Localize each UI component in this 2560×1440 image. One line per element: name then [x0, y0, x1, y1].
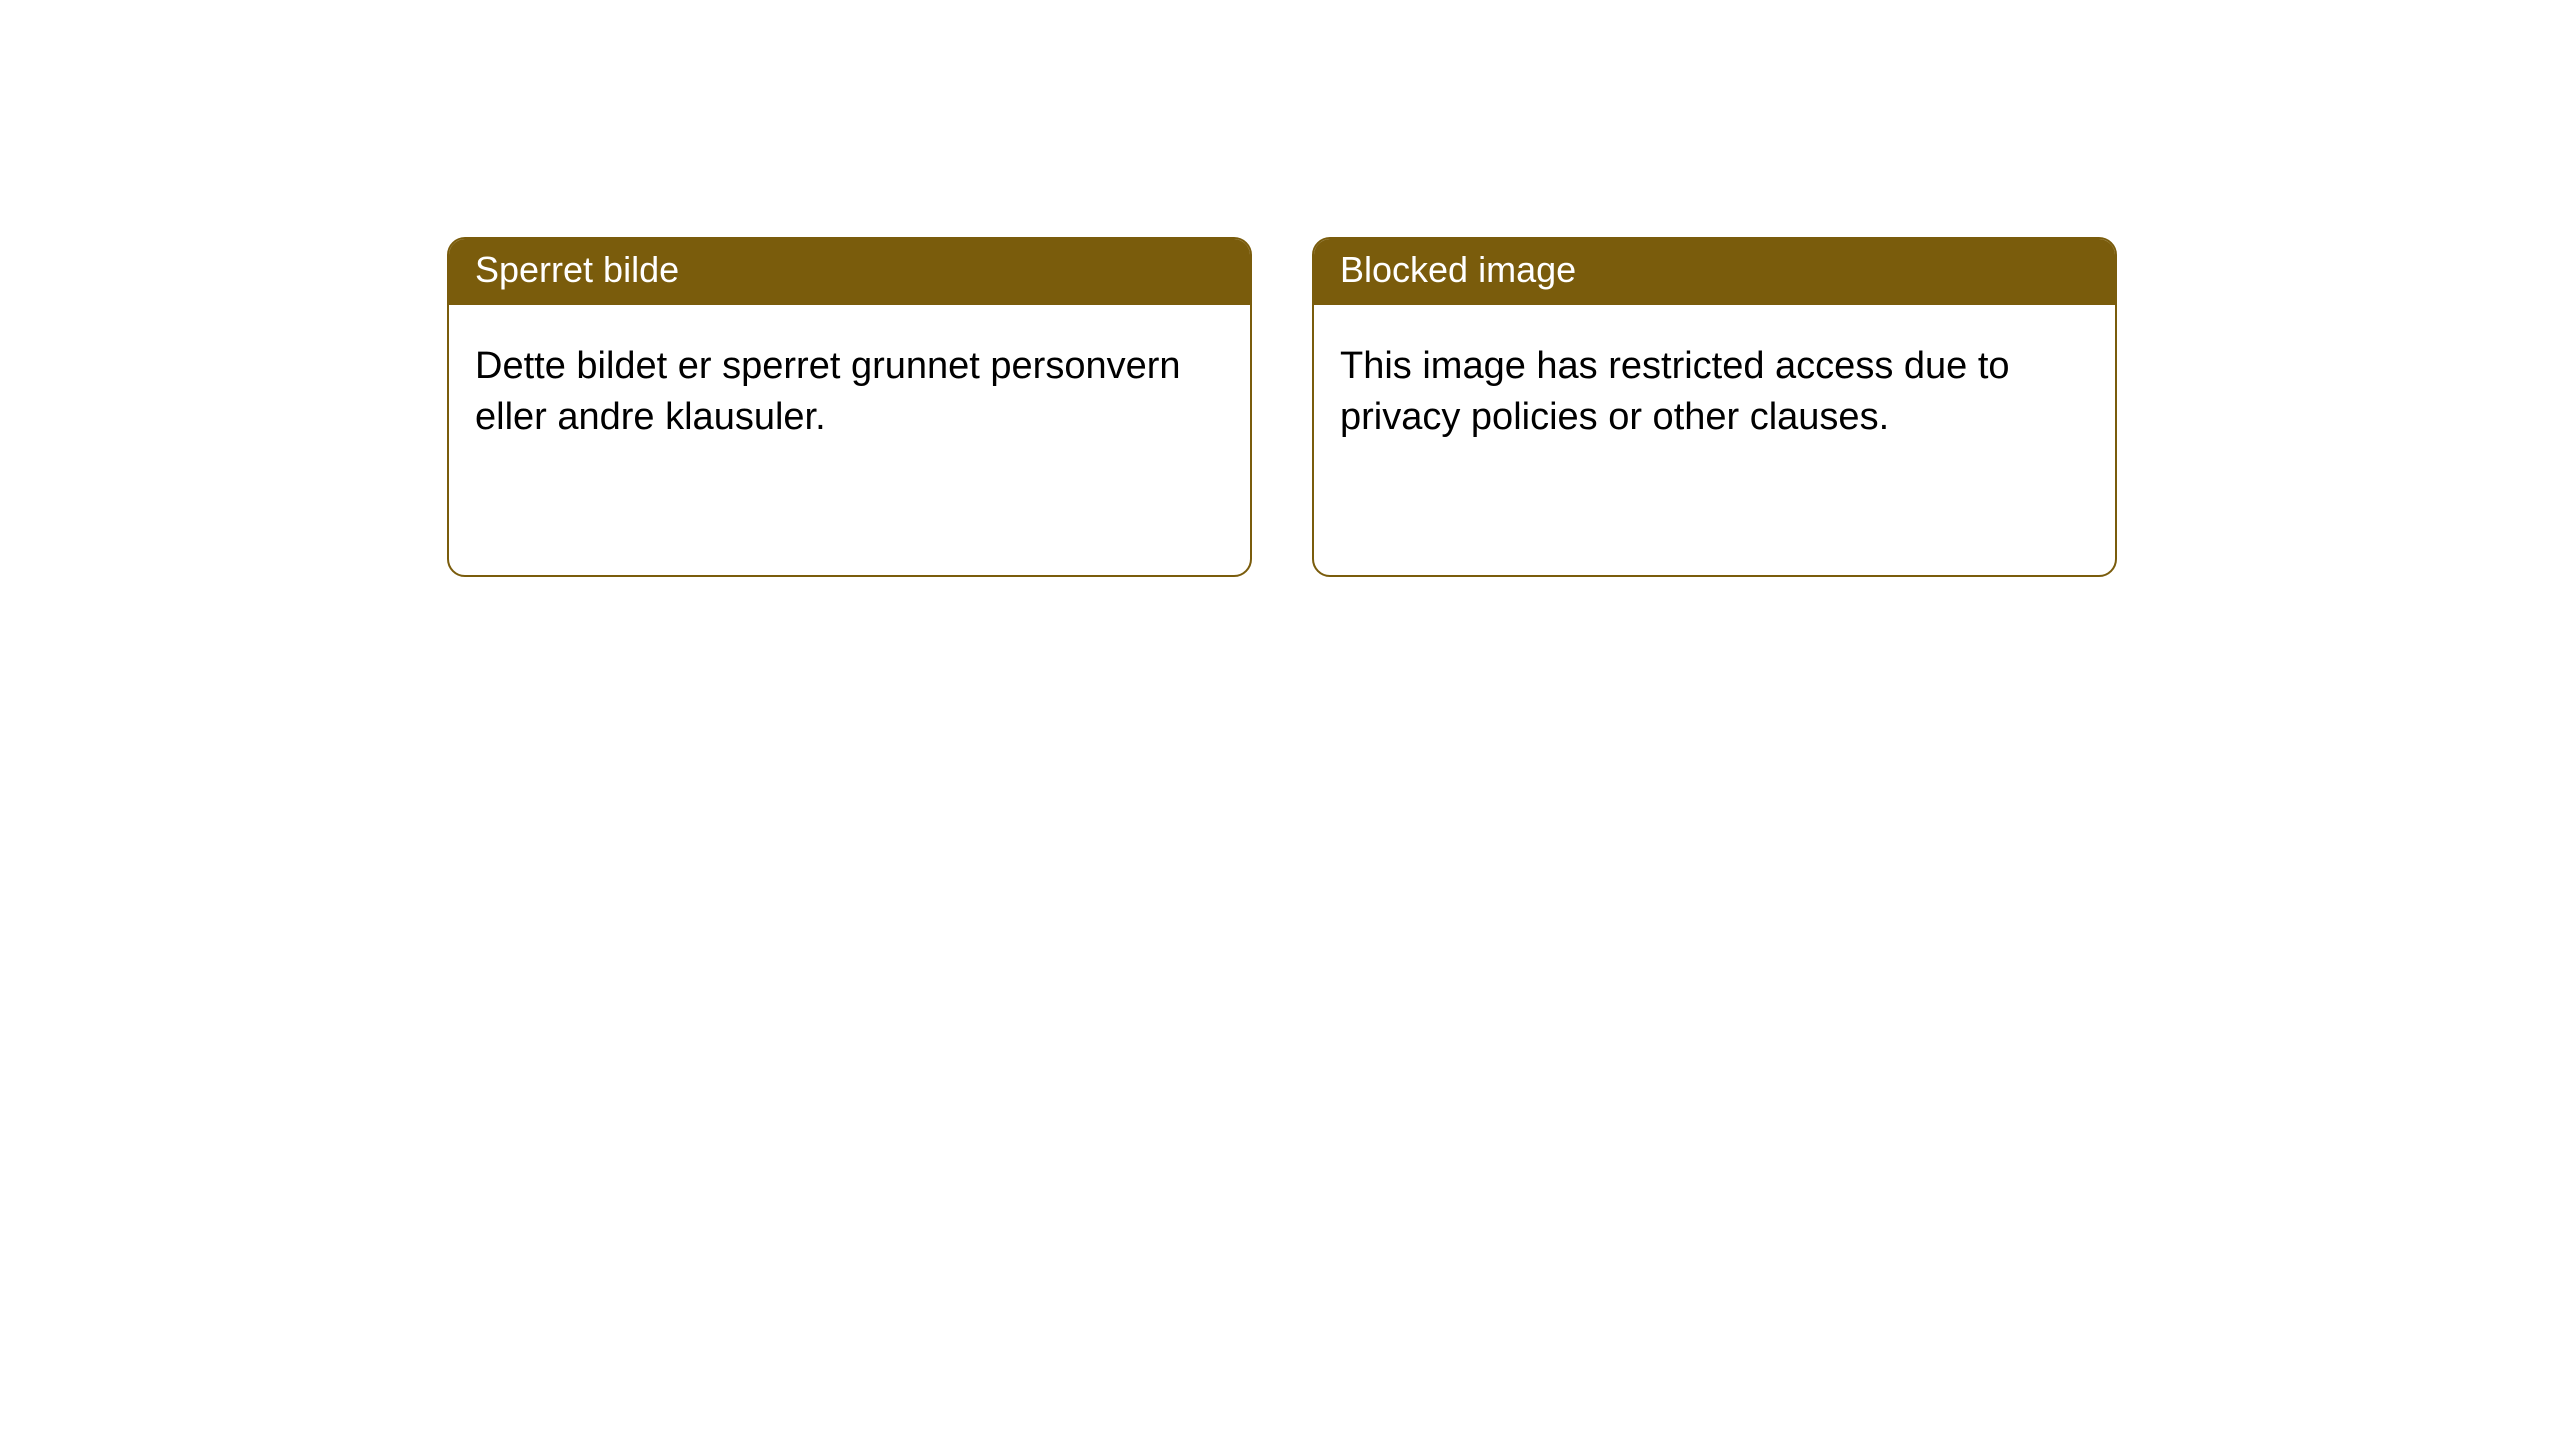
info-box-header: Blocked image	[1314, 239, 2115, 305]
info-box-header: Sperret bilde	[449, 239, 1250, 305]
info-box-body: Dette bildet er sperret grunnet personve…	[449, 305, 1250, 480]
info-box-container: Sperret bilde Dette bildet er sperret gr…	[0, 0, 2560, 577]
info-box-norwegian: Sperret bilde Dette bildet er sperret gr…	[447, 237, 1252, 577]
info-box-body: This image has restricted access due to …	[1314, 305, 2115, 480]
info-box-english: Blocked image This image has restricted …	[1312, 237, 2117, 577]
